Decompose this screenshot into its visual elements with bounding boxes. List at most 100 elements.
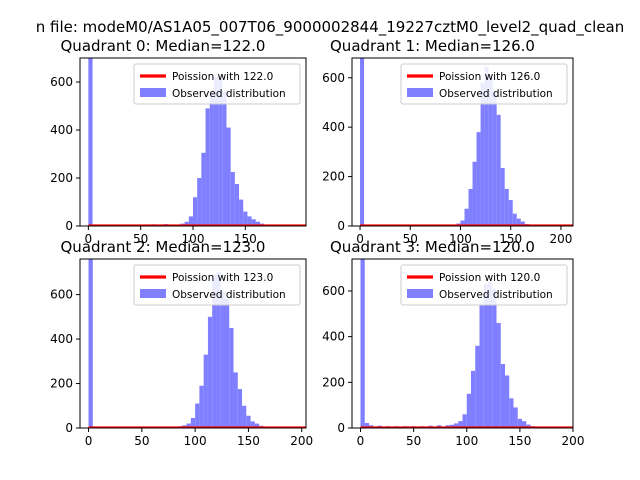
- subplot-title: Quadrant 0: Median=122.0: [61, 37, 266, 55]
- y-tick-label: 600: [50, 75, 73, 89]
- histogram-bar: [197, 178, 202, 226]
- histogram-bar: [516, 218, 521, 226]
- legend-label-observed: Observed distribution: [172, 88, 286, 100]
- histogram-bar: [471, 370, 476, 428]
- histogram-bar: [255, 221, 260, 226]
- histogram-bar: [492, 288, 497, 428]
- axes-frame: [79, 258, 307, 429]
- legend-swatch-observed: [140, 289, 166, 298]
- histogram-bar: [466, 393, 471, 428]
- histogram-bar: [505, 375, 510, 428]
- y-tick-label: 600: [322, 71, 345, 85]
- histogram-bar: [526, 424, 531, 428]
- histogram-bar: [201, 152, 206, 226]
- histogram-bar: [480, 82, 485, 226]
- y-tick-label: 200: [50, 377, 73, 391]
- y-tick-label: 600: [322, 284, 345, 298]
- x-tick-label: 50: [133, 232, 148, 246]
- histogram-bar: [484, 66, 489, 226]
- histogram-bar: [234, 184, 240, 226]
- histogram-bar: [250, 421, 255, 428]
- y-tick-label: 400: [50, 123, 73, 137]
- histogram-bar: [517, 418, 522, 428]
- histogram-bar: [476, 132, 481, 226]
- subplot-quadrant-2: 0 50 100 150 200 0 200 400 600 Quadrant 2: Median…: [50, 238, 313, 448]
- histogram-bar: [458, 421, 463, 428]
- y-tick-label: 400: [50, 332, 73, 346]
- legend-label-observed: Observed distribution: [172, 289, 286, 301]
- histogram-bar: [216, 272, 221, 428]
- histogram-bar: [205, 108, 210, 226]
- histogram-bar: [88, 58, 93, 226]
- histogram-bar: [520, 221, 525, 226]
- histogram-bar: [462, 414, 467, 428]
- histogram-bar: [254, 423, 260, 428]
- histogram-bar: [488, 75, 493, 226]
- histogram-bar: [209, 91, 214, 226]
- legend-label-observed: Observed distribution: [439, 88, 553, 100]
- legend-label-observed: Observed distribution: [439, 289, 553, 301]
- axes-frame: [351, 258, 574, 429]
- histogram-bar: [188, 216, 193, 226]
- histogram-bar: [230, 172, 235, 226]
- histogram-bar: [190, 417, 196, 428]
- legend-label-poisson: Poission with 120.0: [439, 272, 540, 284]
- histogram-bar: [492, 92, 497, 226]
- x-tick-label: 150: [237, 434, 260, 448]
- histogram-bar: [509, 398, 514, 428]
- histogram-bar: [237, 389, 243, 428]
- histogram-bar: [233, 372, 238, 428]
- legend-box: [133, 264, 301, 306]
- y-tick-label: 400: [322, 120, 345, 134]
- y-tick-label: 200: [322, 375, 345, 389]
- x-tick-label: 0: [85, 434, 93, 448]
- histogram-bar: [460, 220, 465, 226]
- histogram-bar: [364, 422, 369, 428]
- histogram-bar: [479, 304, 484, 428]
- y-tick-label: 200: [322, 170, 345, 184]
- x-tick-label: 0: [356, 232, 364, 246]
- histogram-bar: [243, 211, 248, 226]
- x-tick-label: 100: [449, 232, 472, 246]
- x-tick-label: 0: [357, 434, 365, 448]
- legend-label-poisson: Poission with 122.0: [172, 71, 273, 83]
- histogram-bar: [212, 274, 217, 428]
- histogram-bar: [222, 91, 227, 226]
- y-tick-label: 0: [65, 421, 73, 435]
- histogram-bar: [199, 385, 204, 428]
- histogram-bar: [500, 167, 505, 226]
- subplot-title: Quadrant 3: Median=120.0: [330, 238, 535, 256]
- histogram-bar: [242, 405, 247, 428]
- histogram-bar: [224, 299, 230, 428]
- histogram-bar: [229, 327, 234, 428]
- histogram-bar: [213, 77, 219, 226]
- x-tick-label: 100: [182, 232, 205, 246]
- legend-swatch-observed: [140, 88, 166, 97]
- histogram-bar: [504, 188, 509, 226]
- subplot-quadrant-1: 0 50 100 150 200 0 200 400 600 Quadrant 1: Median…: [322, 37, 574, 246]
- histogram-bar: [513, 407, 518, 428]
- histogram-bar: [475, 345, 480, 428]
- histogram-bar: [508, 200, 513, 226]
- histogram-bar: [488, 281, 493, 428]
- legend-swatch-observed: [407, 289, 433, 298]
- histogram-bar: [203, 354, 208, 428]
- y-tick-label: 600: [50, 288, 73, 302]
- y-tick-label: 400: [322, 330, 345, 344]
- legend: Poission with 126.0 Observed distribution: [400, 63, 568, 105]
- histogram-bar: [500, 364, 505, 428]
- legend: Poission with 123.0 Observed distribution: [133, 264, 301, 306]
- x-tick-label: 200: [549, 232, 572, 246]
- histogram-bar: [207, 316, 213, 428]
- subplot-title: Quadrant 1: Median=126.0: [330, 37, 535, 55]
- plot-area: [358, 58, 573, 226]
- histogram-bar: [239, 199, 244, 226]
- histogram-bar: [454, 423, 459, 428]
- x-tick-label: 100: [184, 434, 207, 448]
- histogram-bar: [88, 259, 93, 428]
- legend-box: [133, 63, 301, 105]
- histogram-bar: [193, 197, 198, 226]
- histogram-bar: [496, 114, 501, 226]
- histogram-bar: [496, 322, 501, 428]
- histogram-bar: [246, 415, 251, 428]
